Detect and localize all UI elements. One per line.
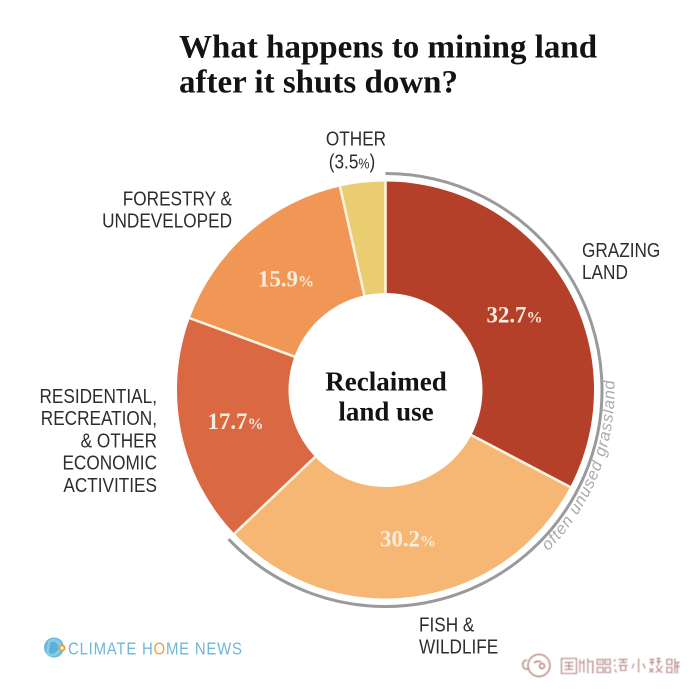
svg-text:WILDLIFE: WILDLIFE (419, 635, 498, 658)
svg-text:FORESTRY &: FORESTRY & (123, 187, 233, 210)
svg-text:15.9%: 15.9% (258, 267, 314, 292)
svg-text:& OTHER: & OTHER (81, 429, 157, 452)
svg-text:What happens to mining land: What happens to mining land (179, 30, 597, 66)
svg-text:after it shuts down?: after it shuts down? (179, 65, 458, 101)
svg-text:ACTIVITIES: ACTIVITIES (63, 474, 157, 497)
svg-text:GRAZING: GRAZING (582, 239, 660, 262)
svg-text:(3.5%): (3.5%) (329, 150, 375, 173)
svg-text:OTHER: OTHER (326, 127, 386, 150)
svg-text:ECONOMIC: ECONOMIC (62, 451, 157, 474)
svg-text:CLIMATE HOME NEWS: CLIMATE HOME NEWS (68, 639, 243, 658)
svg-text:UNDEVELOPED: UNDEVELOPED (102, 209, 232, 232)
svg-text:RECREATION,: RECREATION, (41, 407, 157, 430)
svg-text:Reclaimed: Reclaimed (325, 367, 446, 397)
svg-text:FISH &: FISH & (419, 613, 475, 636)
svg-text:RESIDENTIAL,: RESIDENTIAL, (40, 385, 157, 408)
svg-text:LAND: LAND (582, 261, 628, 284)
svg-text:land use: land use (338, 397, 433, 427)
